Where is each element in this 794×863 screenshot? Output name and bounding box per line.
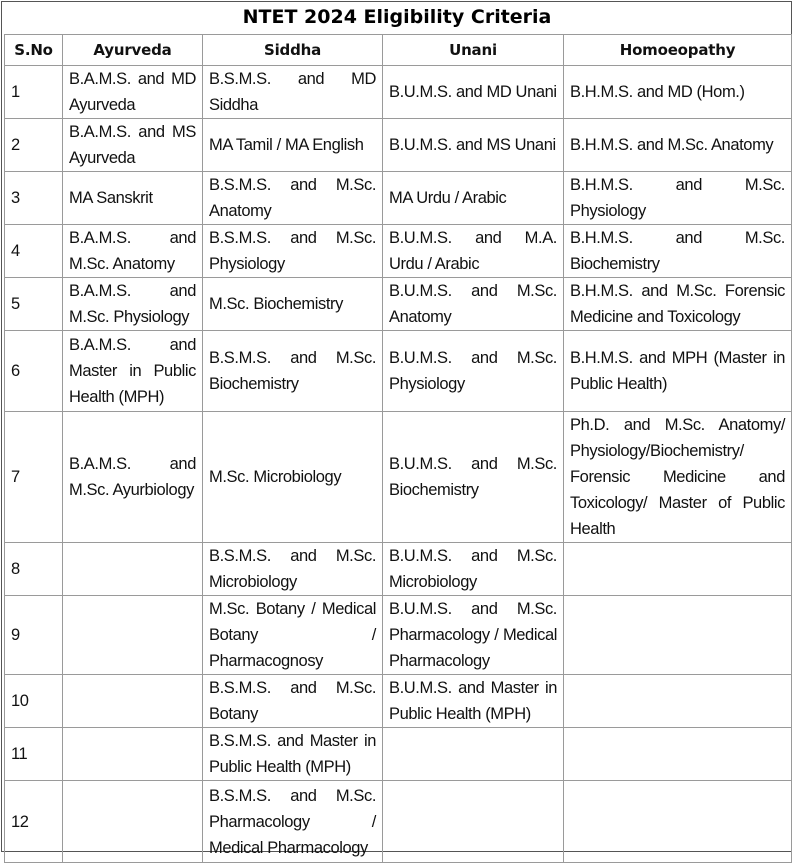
cell-unani: B.U.M.S. and M.Sc. Microbiology — [382, 542, 564, 596]
cell-siddha: B.S.M.S. and M.Sc. Physiology — [202, 224, 383, 278]
cell-ayurveda: B.A.M.S. and M.Sc. Physiology — [62, 277, 203, 331]
cell-unani — [382, 780, 564, 863]
table-row: 12 B.S.M.S. and M.Sc. Pharmacology / Medi… — [4, 780, 792, 863]
cell-ayurveda: B.A.M.S. and M.Sc. Anatomy — [62, 224, 203, 278]
cell-unani: MA Urdu / Arabic — [382, 171, 564, 225]
cell-ayurveda: B.A.M.S. and MS Ayurveda — [62, 118, 203, 172]
cell-ayurveda: B.A.M.S. and Master in Public Health (MP… — [62, 330, 203, 412]
cell-sno: 10 — [4, 674, 63, 728]
cell-ayurveda: B.A.M.S. and M.Sc. Ayurbiology — [62, 411, 203, 543]
table-row: 9 M.Sc. Botany / Medical Botany / Pharmac… — [4, 595, 792, 675]
cell-siddha: B.S.M.S. and Master in Public Health (MP… — [202, 727, 383, 781]
table-row: 3 MA Sanskrit B.S.M.S. and M.Sc. Anatomy MA… — [4, 171, 792, 225]
cell-sno: 1 — [4, 65, 63, 119]
column-header-ayurveda: Ayurveda — [62, 34, 203, 66]
cell-ayurveda: B.A.M.S. and MD Ayurveda — [62, 65, 203, 119]
cell-sno: 9 — [4, 595, 63, 675]
page-title: NTET 2024 Eligibility Criteria — [242, 6, 552, 28]
cell-sno: 2 — [4, 118, 63, 172]
cell-homoeopathy — [563, 674, 792, 728]
cell-siddha: B.S.M.S. and M.Sc. Biochemistry — [202, 330, 383, 412]
header-row: S.No Ayurveda Siddha Unani Homoeopathy — [4, 34, 792, 66]
cell-homoeopathy: Ph.D. and M.Sc. Anatomy/ Physiology/Bioc… — [563, 411, 792, 543]
cell-ayurveda — [62, 674, 203, 728]
cell-unani: B.U.M.S. and M.A. Urdu / Arabic — [382, 224, 564, 278]
cell-homoeopathy — [563, 595, 792, 675]
column-header-sno: S.No — [4, 34, 63, 66]
table-row: 2 B.A.M.S. and MS Ayurveda MA Tamil / MA E… — [4, 118, 792, 172]
cell-siddha: M.Sc. Microbiology — [202, 411, 383, 543]
cell-ayurveda — [62, 727, 203, 781]
column-header-unani: Unani — [382, 34, 564, 66]
cell-sno: 4 — [4, 224, 63, 278]
table-row: 7 B.A.M.S. and M.Sc. Ayurbiology M.Sc. Mic… — [4, 411, 792, 543]
cell-homoeopathy — [563, 727, 792, 781]
cell-siddha: M.Sc. Botany / Medical Botany / Pharmaco… — [202, 595, 383, 675]
cell-ayurveda: MA Sanskrit — [62, 171, 203, 225]
table-row: 5 B.A.M.S. and M.Sc. Physiology M.Sc. Bioc… — [4, 277, 792, 331]
cell-sno: 12 — [4, 780, 63, 863]
cell-sno: 3 — [4, 171, 63, 225]
eligibility-table: S.No Ayurveda Siddha Unani Homoeopathy 1 B.A.… — [4, 34, 792, 863]
cell-sno: 11 — [4, 727, 63, 781]
cell-sno: 7 — [4, 411, 63, 543]
cell-ayurveda — [62, 542, 203, 596]
cell-siddha: B.S.M.S. and M.Sc. Microbiology — [202, 542, 383, 596]
cell-ayurveda — [62, 780, 203, 863]
cell-unani: B.U.M.S. and MD Unani — [382, 65, 564, 119]
column-header-siddha: Siddha — [202, 34, 383, 66]
table-row: 10 B.S.M.S. and M.Sc. Botany B.U.M.S. and … — [4, 674, 792, 728]
cell-unani: B.U.M.S. and M.Sc. Biochemistry — [382, 411, 564, 543]
cell-siddha: B.S.M.S. and M.Sc. Botany — [202, 674, 383, 728]
table-row: 11 B.S.M.S. and Master in Public Health (… — [4, 727, 792, 781]
cell-sno: 6 — [4, 330, 63, 412]
cell-unani: B.U.M.S. and M.Sc. Physiology — [382, 330, 564, 412]
cell-sno: 5 — [4, 277, 63, 331]
cell-sno: 8 — [4, 542, 63, 596]
cell-ayurveda — [62, 595, 203, 675]
cell-homoeopathy — [563, 780, 792, 863]
cell-unani: B.U.M.S. and M.Sc. Anatomy — [382, 277, 564, 331]
cell-homoeopathy — [563, 542, 792, 596]
cell-unani: B.U.M.S. and M.Sc. Pharmacology / Medica… — [382, 595, 564, 675]
cell-homoeopathy: B.H.M.S. and MPH (Master in Public Healt… — [563, 330, 792, 412]
cell-unani: B.U.M.S. and Master in Public Health (MP… — [382, 674, 564, 728]
column-header-homoeopathy: Homoeopathy — [563, 34, 792, 66]
cell-siddha: B.S.M.S. and MD Siddha — [202, 65, 383, 119]
table-row: 8 B.S.M.S. and M.Sc. Microbiology B.U.M.S.… — [4, 542, 792, 596]
cell-homoeopathy: B.H.M.S. and M.Sc. Forensic Medicine and… — [563, 277, 792, 331]
table-row: 4 B.A.M.S. and M.Sc. Anatomy B.S.M.S. and … — [4, 224, 792, 278]
cell-unani: B.U.M.S. and MS Unani — [382, 118, 564, 172]
cell-siddha: B.S.M.S. and M.Sc. Anatomy — [202, 171, 383, 225]
cell-siddha: M.Sc. Biochemistry — [202, 277, 383, 331]
cell-homoeopathy: B.H.M.S. and M.Sc. Anatomy — [563, 118, 792, 172]
cell-homoeopathy: B.H.M.S. and MD (Hom.) — [563, 65, 792, 119]
cell-siddha: B.S.M.S. and M.Sc. Pharmacology / Medica… — [202, 780, 383, 863]
table-row: 1 B.A.M.S. and MD Ayurveda B.S.M.S. and MD… — [4, 65, 792, 119]
cell-homoeopathy: B.H.M.S. and M.Sc. Biochemistry — [563, 224, 792, 278]
cell-siddha: MA Tamil / MA English — [202, 118, 383, 172]
cell-homoeopathy: B.H.M.S. and M.Sc. Physiology — [563, 171, 792, 225]
table-row: 6 B.A.M.S. and Master in Public Health (M… — [4, 330, 792, 412]
cell-unani — [382, 727, 564, 781]
